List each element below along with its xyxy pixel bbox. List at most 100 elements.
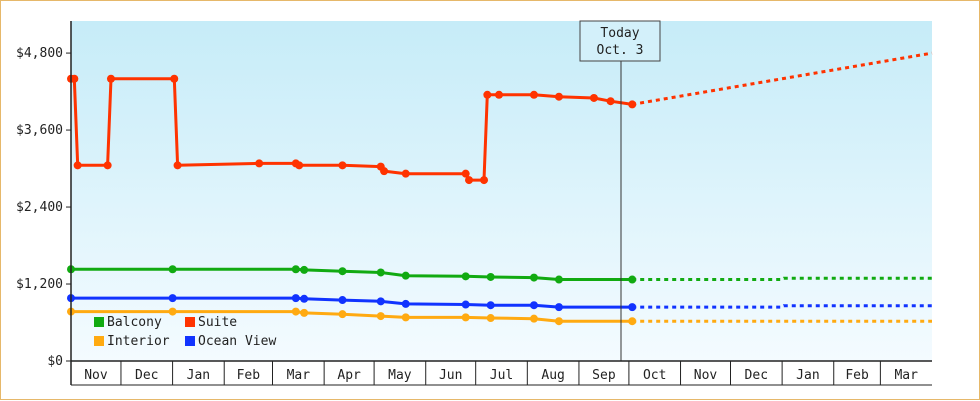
legend-swatch-balcony bbox=[94, 317, 104, 327]
data-point-interior bbox=[529, 314, 538, 323]
x-axis: Nov Dec Jan Feb Mar Apr May Jun Jul Aug Sep Oct Nov D… bbox=[71, 360, 932, 386]
data-point-suite bbox=[73, 161, 82, 170]
today-box bbox=[579, 20, 661, 62]
y-tick-label: $2,400 bbox=[16, 200, 63, 215]
data-point-suite bbox=[628, 100, 637, 109]
legend-label-interior: Interior bbox=[107, 334, 170, 349]
x-tick-label: Sep bbox=[592, 368, 616, 383]
x-tick-label: Mar bbox=[287, 368, 311, 383]
series-line-interior bbox=[71, 310, 633, 323]
projection-line-suite bbox=[631, 51, 933, 106]
x-tick-label: Feb bbox=[237, 368, 261, 383]
x-tick-label: Nov bbox=[84, 368, 108, 383]
data-point-suite bbox=[173, 161, 182, 170]
x-tick-label: Aug bbox=[541, 368, 564, 383]
data-point-ocean-view bbox=[291, 294, 300, 303]
data-point-ocean-view bbox=[338, 296, 347, 305]
data-point-balcony bbox=[300, 265, 309, 274]
today-callout: Today Oct. 3 bbox=[579, 20, 661, 62]
legend-swatch-suite bbox=[185, 317, 195, 327]
data-point-ocean-view bbox=[486, 301, 495, 310]
data-point-balcony bbox=[529, 273, 538, 282]
data-point-balcony bbox=[168, 265, 177, 274]
data-point-ocean-view bbox=[300, 294, 309, 303]
data-point-suite bbox=[401, 169, 410, 178]
data-point-ocean-view bbox=[401, 299, 410, 308]
data-point-suite bbox=[106, 74, 115, 83]
data-point-suite bbox=[483, 90, 492, 99]
data-point-suite bbox=[606, 97, 615, 106]
x-tick-label: Feb bbox=[845, 368, 869, 383]
x-tick-label: Apr bbox=[337, 368, 361, 383]
today-label: Today bbox=[600, 26, 639, 41]
data-point-interior bbox=[338, 310, 347, 319]
data-point-suite bbox=[170, 74, 179, 83]
series-layer bbox=[67, 51, 933, 326]
y-tick-label: $4,800 bbox=[16, 46, 63, 61]
y-tick-label: $3,600 bbox=[16, 123, 63, 138]
data-point-ocean-view bbox=[376, 297, 385, 306]
x-tick-label: Mar bbox=[894, 368, 918, 383]
data-point-suite bbox=[380, 167, 389, 176]
data-point-balcony bbox=[401, 271, 410, 280]
data-point-suite bbox=[480, 176, 489, 185]
data-point-interior bbox=[376, 312, 385, 321]
data-point-suite bbox=[495, 90, 504, 99]
data-point-suite bbox=[461, 169, 470, 178]
legend-swatch-interior bbox=[94, 336, 104, 346]
series-line-balcony bbox=[71, 267, 633, 281]
legend-label-suite: Suite bbox=[198, 315, 237, 330]
data-point-interior bbox=[168, 307, 177, 316]
data-point-ocean-view bbox=[461, 300, 470, 309]
data-point-suite bbox=[554, 92, 563, 101]
data-point-interior bbox=[554, 317, 563, 326]
x-tick-label: Jan bbox=[187, 368, 210, 383]
x-tick-label: Jan bbox=[796, 368, 819, 383]
x-tick-label: Jul bbox=[490, 368, 513, 383]
series-line-ocean-view bbox=[71, 296, 633, 309]
data-point-interior bbox=[461, 313, 470, 322]
legend-label-balcony: Balcony bbox=[107, 315, 162, 330]
data-point-interior bbox=[401, 313, 410, 322]
data-point-balcony bbox=[461, 272, 470, 281]
data-point-balcony bbox=[486, 272, 495, 281]
data-point-suite bbox=[295, 161, 304, 170]
data-point-interior bbox=[291, 307, 300, 316]
x-tick-label: Nov bbox=[694, 368, 718, 383]
projection-line-ocean-view bbox=[632, 304, 932, 309]
data-point-suite bbox=[70, 74, 79, 83]
today-date: Oct. 3 bbox=[597, 43, 644, 58]
data-point-interior bbox=[300, 308, 309, 317]
data-point-suite bbox=[589, 93, 598, 102]
projection-line-balcony bbox=[632, 276, 932, 281]
data-point-balcony bbox=[338, 267, 347, 276]
legend: Balcony Suite Interior Ocean View bbox=[94, 315, 276, 349]
data-point-interior bbox=[486, 314, 495, 323]
data-point-suite bbox=[465, 176, 474, 185]
x-tick-label: May bbox=[388, 368, 412, 383]
data-point-ocean-view bbox=[628, 303, 637, 312]
data-point-suite bbox=[529, 90, 538, 99]
y-tick-label: $1,200 bbox=[16, 277, 63, 292]
data-point-balcony bbox=[628, 275, 637, 284]
legend-label-ocean-view: Ocean View bbox=[198, 334, 276, 349]
data-point-suite bbox=[338, 161, 347, 170]
data-point-balcony bbox=[291, 265, 300, 274]
data-point-ocean-view bbox=[529, 301, 538, 310]
x-tick-label: Jun bbox=[439, 368, 462, 383]
data-point-suite bbox=[103, 161, 112, 170]
data-point-balcony bbox=[376, 268, 385, 277]
x-tick-label: Oct bbox=[643, 368, 666, 383]
plot-background bbox=[71, 21, 932, 361]
x-tick-label: Dec bbox=[745, 368, 768, 383]
data-point-ocean-view bbox=[168, 294, 177, 303]
x-tick-label: Dec bbox=[135, 368, 158, 383]
data-point-ocean-view bbox=[554, 303, 563, 312]
data-point-interior bbox=[628, 317, 637, 326]
legend-swatch-ocean-view bbox=[185, 336, 195, 346]
y-tick-label: $0 bbox=[47, 354, 63, 369]
data-point-suite bbox=[255, 159, 264, 168]
y-axis: $0 $1,200 $2,400 $3,600 $4,800 bbox=[16, 21, 72, 385]
